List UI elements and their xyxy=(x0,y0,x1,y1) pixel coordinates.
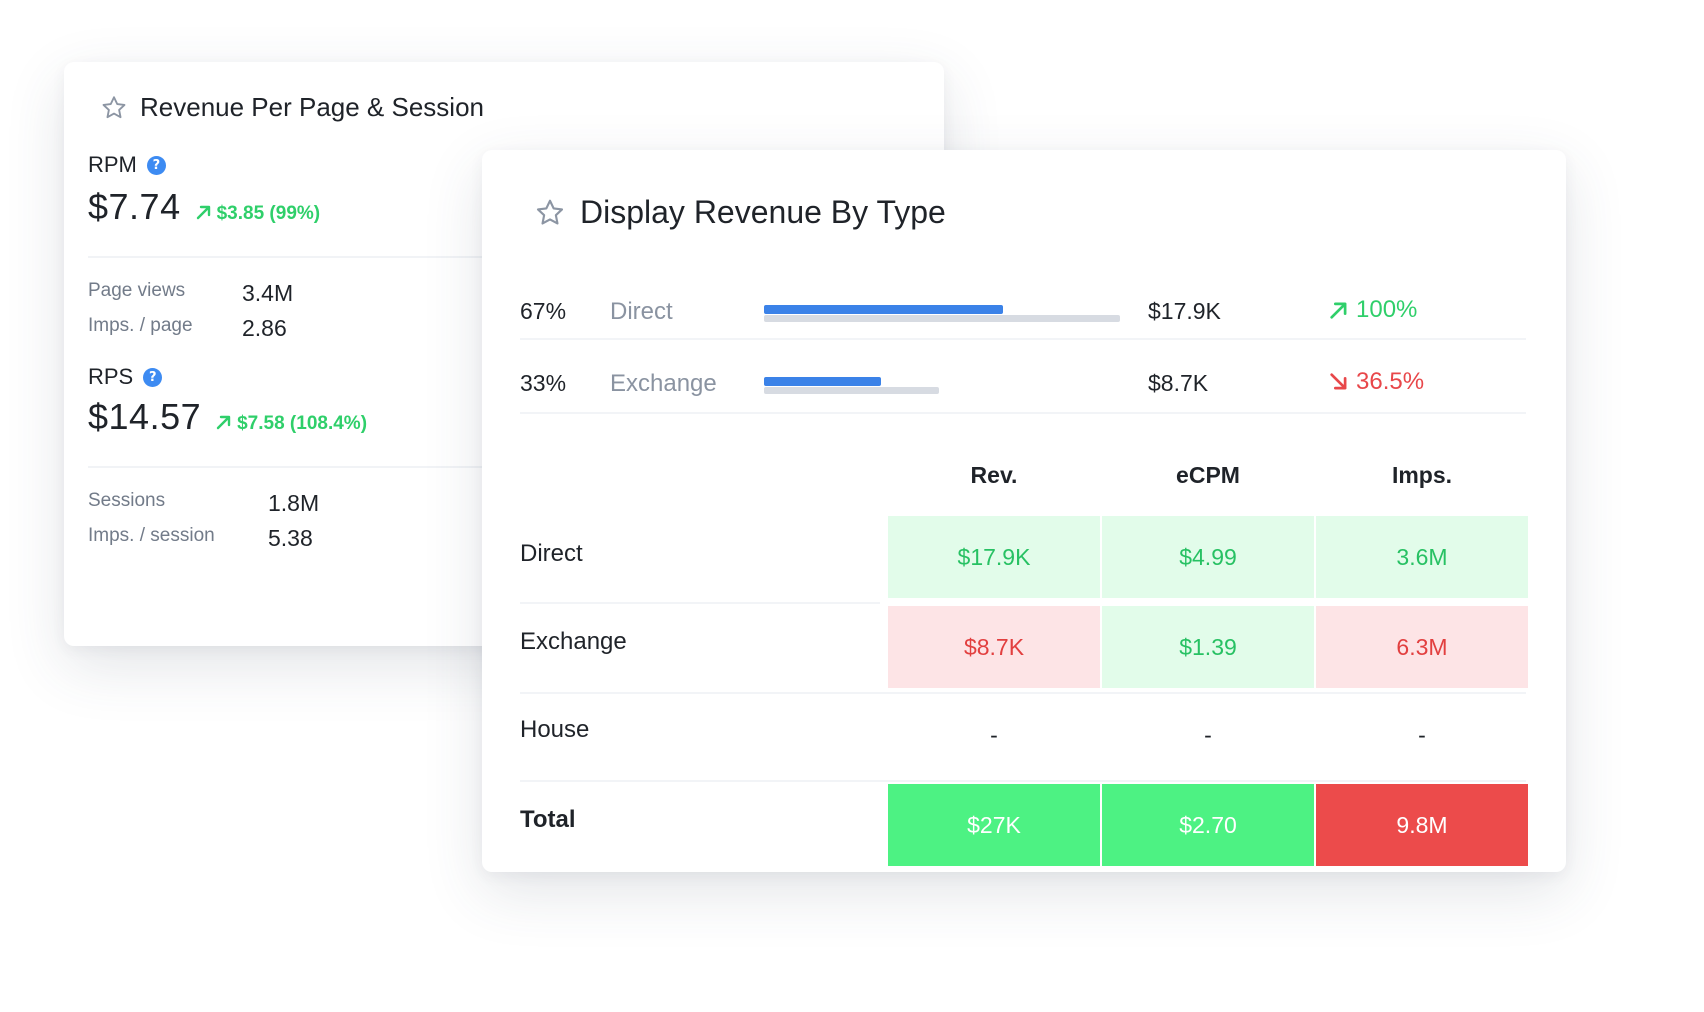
table-cell: $4.99 xyxy=(1102,516,1314,598)
star-icon[interactable] xyxy=(534,197,566,229)
divider xyxy=(520,412,1526,414)
card-title: Display Revenue By Type xyxy=(580,194,946,230)
stat-label: Sessions xyxy=(88,490,166,511)
arrow-up-right-icon xyxy=(196,205,210,220)
rpm-label: RPM xyxy=(88,152,137,177)
display-revenue-by-type-card: Display Revenue By Type 67% Direct $17.9… xyxy=(482,150,1566,872)
rps-value: $14.57 xyxy=(88,396,202,437)
help-icon[interactable]: ? xyxy=(143,367,163,387)
share-bar-fill xyxy=(764,377,881,386)
share-bar-fill xyxy=(764,305,1003,314)
total-cell: 9.8M xyxy=(1316,784,1528,866)
table-cell: $17.9K xyxy=(888,516,1100,598)
table-row-label-total: Total xyxy=(520,806,576,833)
rps-value-row: $14.57 $7.58 (108.4%) xyxy=(88,396,367,438)
type-row-direct: 67% Direct $17.9K 100% xyxy=(520,272,1520,350)
type-change: 100% xyxy=(1328,296,1417,324)
rpm-change-text: $3.85 (99%) xyxy=(216,203,321,224)
rps-label-group: RPS ? xyxy=(88,364,163,390)
card-title: Revenue Per Page & Session xyxy=(140,92,484,122)
type-change-text: 36.5% xyxy=(1356,368,1425,395)
rps-change: $7.58 (108.4%) xyxy=(215,411,367,435)
type-row-exchange: 33% Exchange $8.7K 36.5% xyxy=(520,344,1520,422)
table-cell: 3.6M xyxy=(1316,516,1528,598)
divider xyxy=(520,602,880,604)
share-bar-track xyxy=(764,315,1120,322)
rpm-label-group: RPM ? xyxy=(88,152,166,178)
rps-label: RPS xyxy=(88,364,134,389)
divider xyxy=(88,466,508,468)
page-stats: Page views 3.4M Imps. / page 2.86 xyxy=(88,280,293,342)
stat-value: 5.38 xyxy=(268,525,313,551)
stat-value: 1.8M xyxy=(268,490,320,516)
divider xyxy=(520,338,1526,340)
help-icon[interactable]: ? xyxy=(146,155,166,175)
table-cell: $1.39 xyxy=(1102,606,1314,688)
table-cell: $8.7K xyxy=(888,606,1100,688)
table-cell: - xyxy=(1204,721,1212,748)
session-stats: Sessions 1.8M Imps. / session 5.38 xyxy=(88,490,319,552)
stat-label: Imps. / session xyxy=(88,525,215,546)
divider xyxy=(88,256,508,258)
table-cell: - xyxy=(1418,721,1426,748)
type-amount: $8.7K xyxy=(1148,370,1209,396)
table-row-label: Exchange xyxy=(520,628,627,655)
rpm-value-row: $7.74 $3.85 (99%) xyxy=(88,186,320,228)
rpm-change: $3.85 (99%) xyxy=(195,201,321,225)
rps-change-text: $7.58 (108.4%) xyxy=(237,413,368,434)
card-header: Revenue Per Page & Session xyxy=(100,92,484,123)
table-cell: - xyxy=(990,721,998,748)
type-percent: 67% xyxy=(520,298,567,324)
stat-label: Imps. / page xyxy=(88,315,193,336)
total-cell: $27K xyxy=(888,784,1100,866)
column-header-imps[interactable]: Imps. xyxy=(1391,462,1453,488)
rpm-value: $7.74 xyxy=(88,186,181,227)
arrow-down-right-icon xyxy=(1330,373,1347,390)
arrow-up-right-icon xyxy=(1330,302,1347,319)
column-header-ecpm[interactable]: eCPM xyxy=(1176,462,1240,488)
stat-label: Page views xyxy=(88,280,186,301)
stat-value: 3.4M xyxy=(242,280,294,306)
card-header: Display Revenue By Type xyxy=(534,194,946,231)
type-name: Exchange xyxy=(610,370,717,397)
stat-value: 2.86 xyxy=(242,315,287,341)
divider xyxy=(520,780,1526,782)
table-row-label: House xyxy=(520,716,590,743)
type-percent: 33% xyxy=(520,370,567,396)
total-cell: $2.70 xyxy=(1102,784,1314,866)
type-change-text: 100% xyxy=(1356,296,1418,323)
table-row-label: Direct xyxy=(520,540,583,567)
type-change: 36.5% xyxy=(1328,368,1424,396)
share-bar-track xyxy=(764,387,939,394)
column-header-rev[interactable]: Rev. xyxy=(970,462,1018,488)
type-name: Direct xyxy=(610,298,673,325)
type-amount: $17.9K xyxy=(1148,298,1221,324)
arrow-up-right-icon xyxy=(216,415,231,430)
divider xyxy=(520,692,1526,694)
star-icon[interactable] xyxy=(100,94,128,122)
table-cell: 6.3M xyxy=(1316,606,1528,688)
